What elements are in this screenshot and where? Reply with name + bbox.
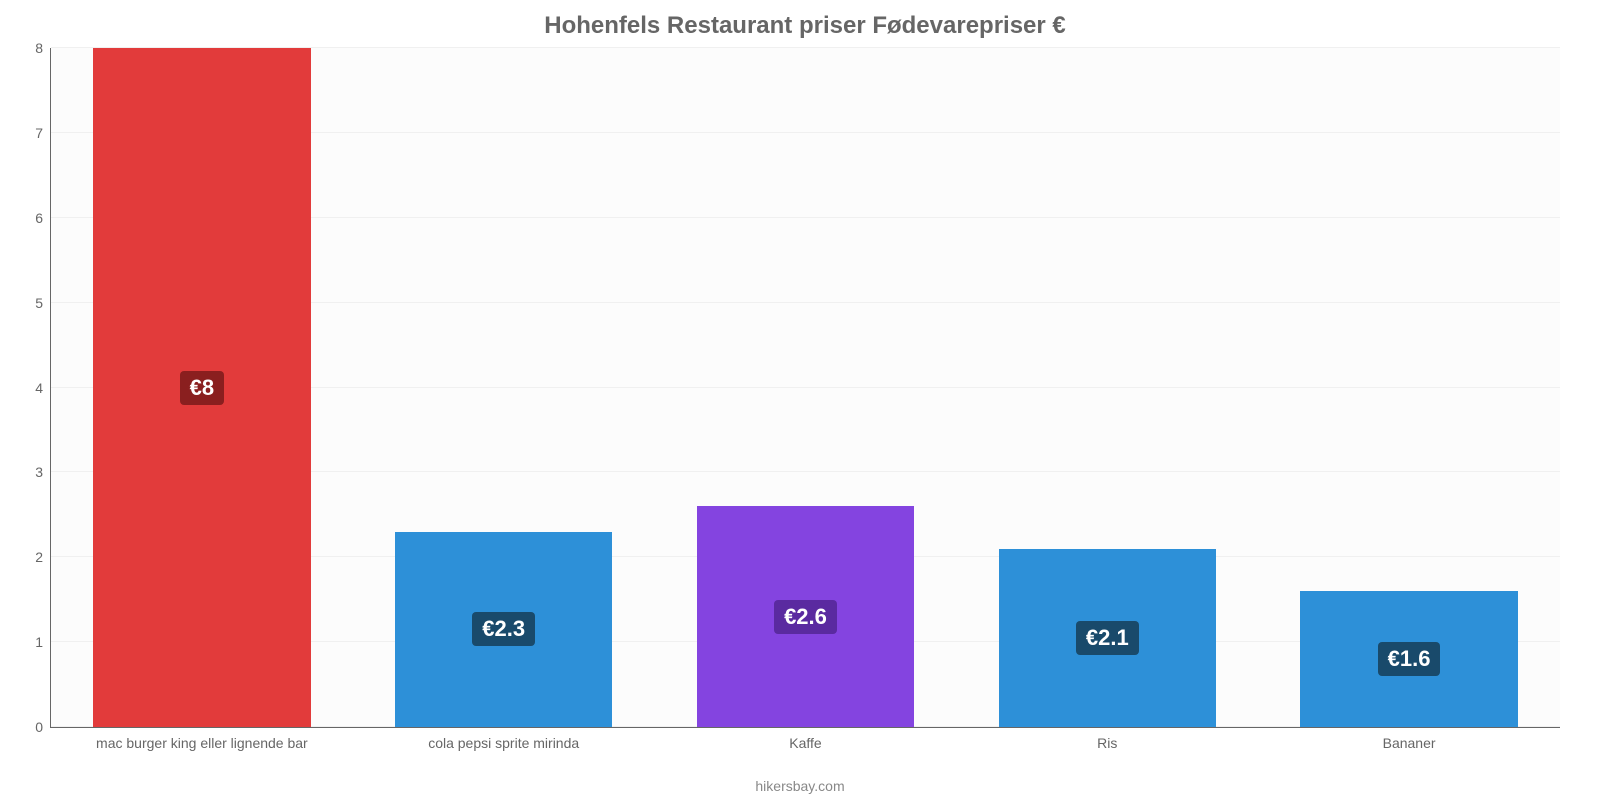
plot-area: €8mac burger king eller lignende bar€2.3… [50,48,1560,728]
xtick-label: Bananer [1383,735,1436,751]
bar: €1.6 [1300,591,1517,727]
price-bar-chart: Hohenfels Restaurant priser Fødevarepris… [0,0,1600,800]
ytick-label: 4 [35,380,51,396]
xtick-label: mac burger king eller lignende bar [96,735,308,751]
bar: €2.6 [697,506,914,727]
bar-slot: €2.6Kaffe [655,48,957,727]
ytick-label: 6 [35,210,51,226]
ytick-label: 2 [35,549,51,565]
ytick-label: 3 [35,464,51,480]
bar-value-label: €2.3 [472,612,535,646]
bar-slot: €2.1Ris [956,48,1258,727]
ytick-label: 0 [35,719,51,735]
bar: €2.1 [999,549,1216,727]
ytick-label: 1 [35,634,51,650]
bar-value-label: €1.6 [1378,642,1441,676]
chart-title: Hohenfels Restaurant priser Fødevarepris… [50,12,1560,40]
ytick-label: 7 [35,125,51,141]
bars-container: €8mac burger king eller lignende bar€2.3… [51,48,1560,727]
footer-credit: hikersbay.com [755,778,844,794]
ytick-label: 8 [35,40,51,56]
bar-slot: €1.6Bananer [1258,48,1560,727]
xtick-label: Kaffe [789,735,821,751]
bar: €8 [93,48,310,727]
bar-slot: €2.3cola pepsi sprite mirinda [353,48,655,727]
bar-slot: €8mac burger king eller lignende bar [51,48,353,727]
bar: €2.3 [395,532,612,727]
ytick-label: 5 [35,295,51,311]
xtick-label: cola pepsi sprite mirinda [428,735,579,751]
bar-value-label: €2.1 [1076,621,1139,655]
bar-value-label: €8 [180,371,224,405]
xtick-label: Ris [1097,735,1117,751]
bar-value-label: €2.6 [774,600,837,634]
